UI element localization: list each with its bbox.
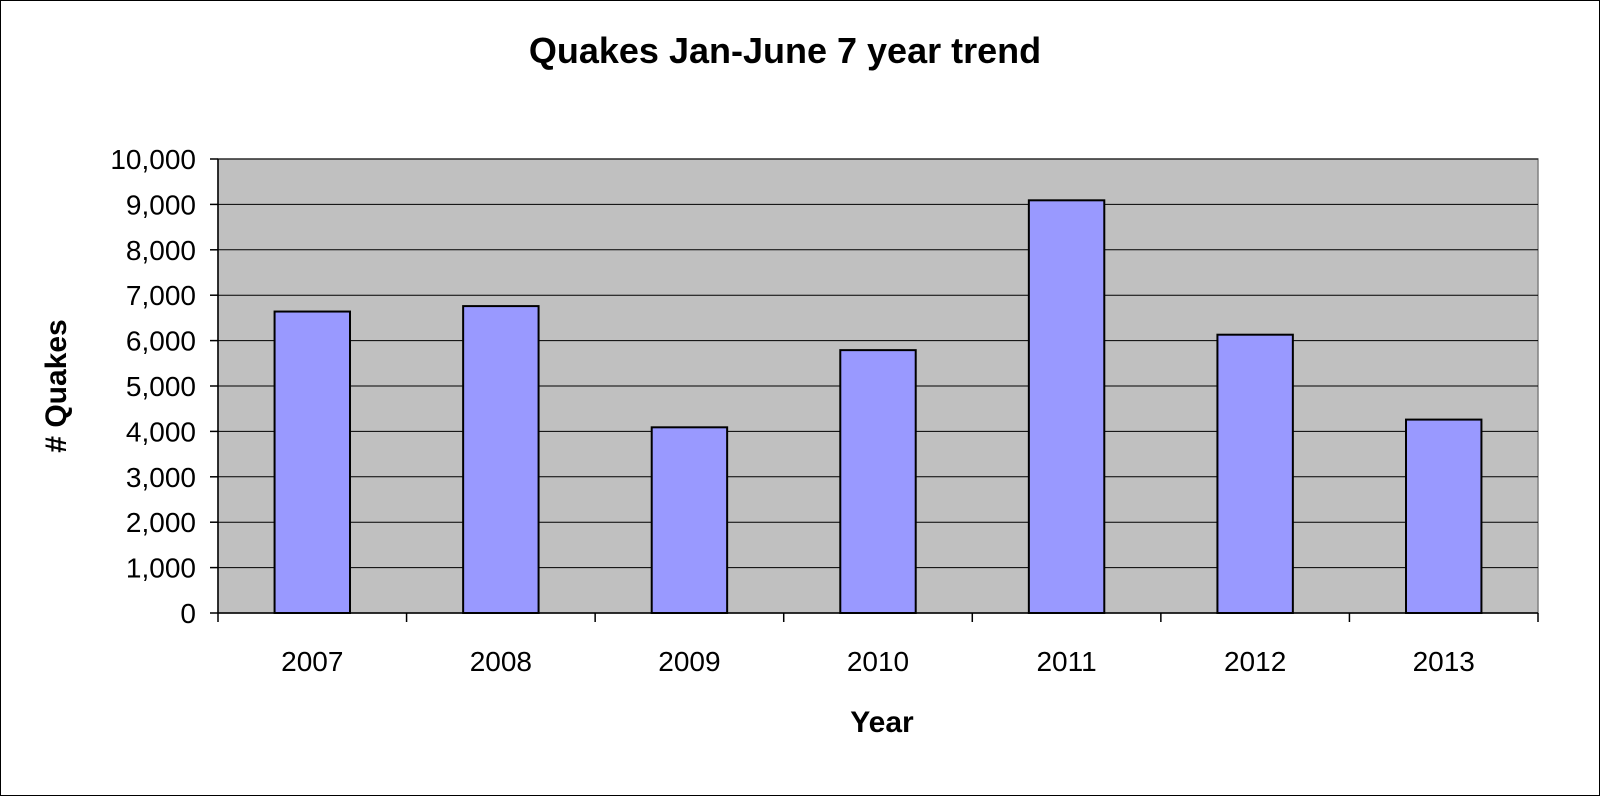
- y-axis-title: # Quakes: [40, 319, 73, 452]
- bar-2010: [839, 349, 917, 614]
- x-axis-title: Year: [850, 706, 914, 739]
- y-tick-label: 2,000: [126, 507, 196, 538]
- y-tick-label: 5,000: [126, 371, 196, 402]
- chart-title: Quakes Jan-June 7 year trend: [529, 30, 1041, 71]
- y-tick-label: 8,000: [126, 235, 196, 266]
- x-tick-label: 2013: [1413, 646, 1475, 677]
- y-tick-label: 7,000: [126, 280, 196, 311]
- x-tick-label: 2010: [847, 646, 909, 677]
- bar-2012: [1216, 333, 1294, 614]
- bar-2009: [650, 426, 729, 614]
- y-tick-label: 4,000: [126, 416, 196, 447]
- y-axis-ticks: 0 1,000 2,000 3,000 4,000 5,000 6,000 7,000 8,00…: [110, 144, 218, 629]
- bar-2008: [462, 305, 540, 614]
- y-tick-label: 1,000: [126, 553, 196, 584]
- x-tick-label: 2009: [658, 646, 720, 677]
- bar-2011: [1027, 199, 1106, 614]
- x-tick-label: 2007: [281, 646, 343, 677]
- x-tick-label: 2008: [470, 646, 532, 677]
- x-tick-label: 2011: [1036, 646, 1096, 677]
- y-tick-label: 0: [180, 598, 196, 629]
- y-tick-label: 6,000: [126, 326, 196, 357]
- y-tick-label: 10,000: [110, 144, 196, 175]
- y-tick-label: 3,000: [126, 462, 196, 493]
- y-tick-label: 9,000: [126, 189, 196, 220]
- x-axis-ticks: 2007 2008 2009 2010 2011 2012 2013: [217, 613, 1539, 677]
- x-tick-label: 2012: [1224, 646, 1286, 677]
- bar-2007: [273, 310, 352, 614]
- bar-2013: [1405, 418, 1483, 615]
